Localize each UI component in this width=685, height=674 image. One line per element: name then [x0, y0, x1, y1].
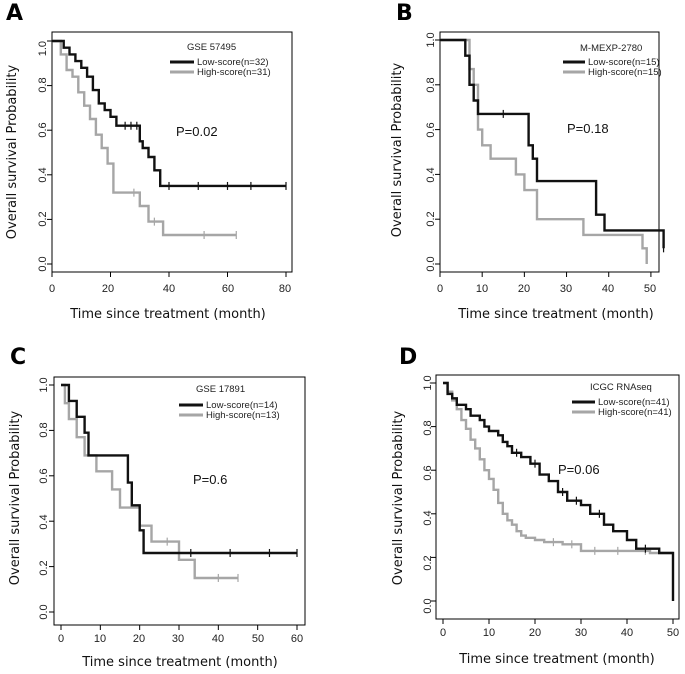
xtick-label-c-20: 20	[133, 633, 145, 645]
ytick-label-d-0.6: 0.6	[422, 465, 434, 480]
xtick-label-a-0: 0	[49, 283, 55, 295]
panel-a: A 1.0 0.8 0.6 0.4 0.2 0.0 0 20 40 60 80 …	[5, 1, 293, 322]
ytick-label-c-0.8: 0.8	[38, 422, 50, 437]
ytick-label-b-0.2: 0.2	[425, 211, 437, 226]
km-curve-high-a	[52, 39, 237, 237]
km-curve-low-c	[61, 383, 297, 555]
y-axis-title-b: Overall survival Probability	[390, 63, 405, 238]
ytick-label-b-1.0: 1.0	[425, 32, 437, 47]
plot-frame-d	[435, 374, 680, 620]
xtick-label-a-80: 80	[279, 283, 291, 295]
xtick-label-c-0: 0	[58, 633, 64, 645]
y-axis-title-d: Overall survival Probability	[391, 411, 406, 586]
xtick-label-b-50: 50	[644, 283, 656, 295]
legend-label-low-b: Low-score(n=15)	[588, 57, 660, 68]
curves-b	[440, 38, 665, 264]
dataset-label-a: GSE 57495	[187, 42, 236, 53]
dataset-label-d: ICGC RNAseq	[590, 382, 652, 393]
legend-label-high-d: High-score(n=41)	[598, 407, 672, 418]
x-axis-title-b: Time since treatment (month)	[457, 307, 654, 322]
panel-label-c: C	[10, 345, 26, 370]
panel-label-b: B	[396, 1, 413, 26]
panel-label-a: A	[6, 1, 23, 26]
ytick-label-c-0.2: 0.2	[38, 560, 50, 575]
xtick-label-d-40: 40	[621, 627, 633, 639]
xtick-label-c-60: 60	[291, 633, 303, 645]
ytick-label-c-0.0: 0.0	[38, 604, 50, 619]
xtick-label-c-40: 40	[212, 633, 224, 645]
legend-label-low-a: Low-score(n=32)	[197, 57, 269, 68]
curves-c	[61, 383, 298, 582]
ytick-label-d-1.0: 1.0	[422, 375, 434, 390]
ytick-label-b-0.6: 0.6	[425, 122, 437, 137]
legend-label-high-b: High-score(n=15)	[588, 67, 662, 78]
km-curve-low-b	[440, 38, 665, 249]
panel-d: D 1.0 0.8 0.6 0.4 0.2 0.0 0 10 20 30 40 …	[391, 345, 680, 667]
ytick-label-a-0.4: 0.4	[37, 167, 49, 182]
plot-frame-a	[51, 31, 293, 273]
ytick-label-d-0.0: 0.0	[422, 598, 434, 613]
ytick-label-a-0.8: 0.8	[37, 77, 49, 92]
xtick-label-d-20: 20	[529, 627, 541, 639]
ytick-label-a-0.0: 0.0	[37, 256, 49, 271]
km-curve-high-b	[440, 38, 648, 264]
xtick-label-b-40: 40	[602, 283, 614, 295]
panel-label-d: D	[399, 345, 417, 370]
dataset-label-c: GSE 17891	[196, 384, 245, 395]
xtick-label-a-40: 40	[163, 283, 175, 295]
dataset-label-b: M-MEXP-2780	[580, 43, 642, 54]
km-curve-low-d	[443, 381, 675, 601]
xtick-label-d-30: 30	[575, 627, 587, 639]
xtick-label-b-0: 0	[437, 283, 443, 295]
ytick-label-b-0.0: 0.0	[425, 256, 437, 271]
km-curve-high-d	[443, 381, 673, 555]
ytick-label-c-0.4: 0.4	[38, 514, 50, 529]
ytick-label-d-0.8: 0.8	[422, 420, 434, 435]
ytick-label-b-0.4: 0.4	[425, 167, 437, 182]
x-axis-title-c: Time since treatment (month)	[81, 655, 278, 670]
ytick-label-a-1.0: 1.0	[37, 41, 49, 56]
ytick-label-d-0.2: 0.2	[422, 555, 434, 570]
legend-label-low-d: Low-score(n=41)	[598, 397, 670, 408]
curves-a	[52, 39, 287, 240]
plot-frame-b	[439, 31, 660, 273]
km-curve-low-a	[52, 39, 286, 188]
xtick-label-c-50: 50	[252, 633, 264, 645]
ytick-label-a-0.2: 0.2	[37, 211, 49, 226]
x-axis-title-a: Time since treatment (month)	[69, 307, 266, 322]
xtick-label-d-0: 0	[440, 627, 446, 639]
p-value-b: P=0.18	[567, 121, 609, 136]
ytick-label-a-0.6: 0.6	[37, 122, 49, 137]
xtick-label-a-20: 20	[102, 283, 114, 295]
legend-label-low-c: Low-score(n=14)	[206, 400, 278, 411]
xtick-label-b-30: 30	[560, 283, 572, 295]
y-axis-title-c: Overall survival Probability	[8, 411, 23, 586]
xtick-label-b-10: 10	[476, 283, 488, 295]
y-axis-title-a: Overall survival Probability	[5, 65, 20, 240]
ytick-label-c-0.6: 0.6	[38, 468, 50, 483]
xtick-label-b-20: 20	[518, 283, 530, 295]
legend-label-high-c: High-score(n=13)	[206, 410, 280, 421]
xtick-label-a-60: 60	[222, 283, 234, 295]
p-value-c: P=0.6	[193, 472, 227, 487]
curves-d	[443, 381, 675, 601]
xtick-label-c-30: 30	[172, 633, 184, 645]
panel-b: B 1.0 0.8 0.6 0.4 0.2 0.0 0 10 20 30 40 …	[390, 1, 665, 322]
legend-label-high-a: High-score(n=31)	[197, 67, 271, 78]
p-value-d: P=0.06	[558, 462, 600, 477]
x-axis-title-d: Time since treatment (month)	[458, 652, 655, 667]
ytick-label-c-1.0: 1.0	[38, 377, 50, 392]
ytick-label-b-0.8: 0.8	[425, 77, 437, 92]
p-value-a: P=0.02	[176, 124, 218, 139]
xtick-label-d-50: 50	[667, 627, 679, 639]
xtick-label-d-10: 10	[483, 627, 495, 639]
ytick-label-d-0.4: 0.4	[422, 510, 434, 525]
panel-c: C 1.0 0.8 0.6 0.4 0.2 0.0 0 10 20 30 40 …	[8, 345, 306, 670]
xtick-label-c-10: 10	[94, 633, 106, 645]
km-curve-high-c	[61, 383, 238, 580]
